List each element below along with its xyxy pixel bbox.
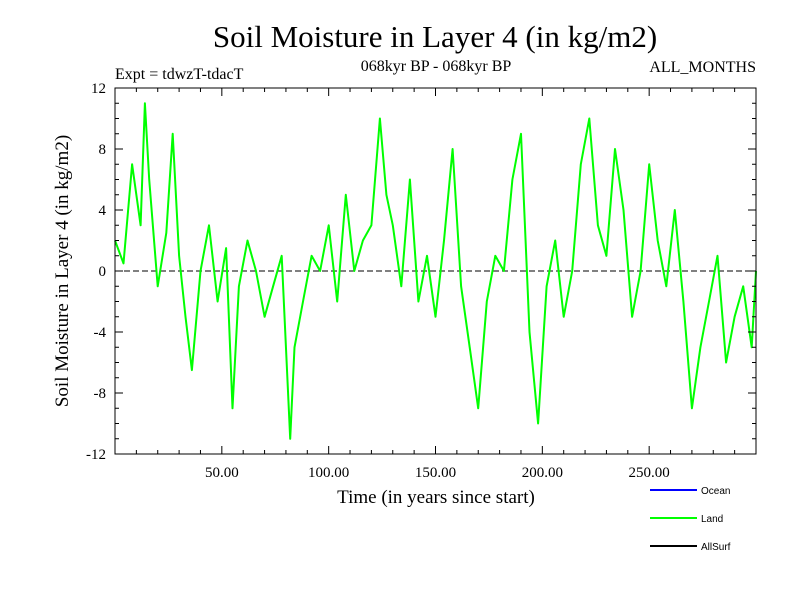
y-tick-label: 12 [91, 81, 106, 97]
series-line-land [114, 102, 757, 440]
x-tick-label: 100.00 [308, 465, 349, 481]
experiment-label: Expt = tdwzT-tdacT [115, 66, 244, 83]
x-tick-label: 150.00 [415, 465, 456, 481]
plot-area [114, 102, 757, 440]
time-range-label: 068kyr BP - 068kyr BP [361, 58, 512, 75]
legend: Ocean Land AllSurf [650, 486, 731, 553]
y-tick-label: 8 [99, 142, 107, 158]
y-tick-label: -4 [94, 325, 107, 341]
months-label: ALL_MONTHS [649, 59, 756, 76]
y-axis: -12 -8 -4 0 4 8 12 [86, 81, 756, 463]
y-axis-label: Soil Moisture in Layer 4 (in kg/m2) [52, 135, 73, 407]
x-tick-label: 200.00 [522, 465, 563, 481]
legend-label-ocean: Ocean [701, 486, 730, 497]
legend-label-allsurf: AllSurf [701, 542, 731, 553]
x-axis-label: Time (in years since start) [337, 487, 535, 508]
y-tick-label: -8 [94, 386, 107, 402]
y-tick-label: 0 [99, 264, 107, 280]
y-tick-label: 4 [99, 203, 107, 219]
x-tick-label: 50.00 [205, 465, 239, 481]
chart-title: Soil Moisture in Layer 4 (in kg/m2) [213, 19, 657, 54]
x-tick-label: 250.00 [629, 465, 670, 481]
y-tick-label: -12 [86, 447, 106, 463]
legend-label-land: Land [701, 514, 723, 525]
x-axis: 50.00 100.00 150.00 200.00 250.00 [135, 88, 736, 481]
